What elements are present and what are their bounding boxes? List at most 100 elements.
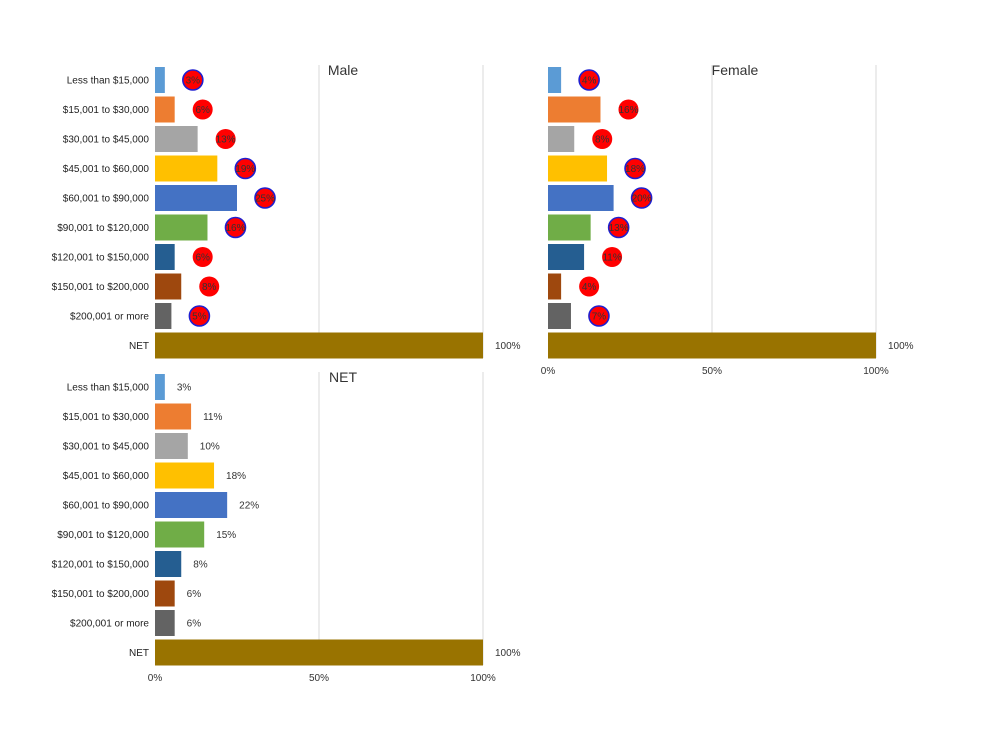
marker-200-001-or-more bbox=[588, 305, 610, 327]
value-label-200-001-or-more: 6% bbox=[187, 619, 202, 630]
bar-less-than-15-000 bbox=[155, 374, 165, 400]
bar-45-001-to-60-000 bbox=[155, 462, 215, 489]
value-label-200-001-or-more: 7% bbox=[592, 312, 607, 323]
value-label-less-than-15-000: 3% bbox=[186, 76, 201, 87]
category-label-90-001-to-120-000: $90,001 to $120,000 bbox=[57, 530, 149, 541]
chart-title: Female bbox=[712, 62, 759, 78]
category-label-15-001-to-30-000: $15,001 to $30,000 bbox=[63, 412, 150, 423]
bar-net bbox=[548, 332, 876, 359]
category-label-45-001-to-60-000: $45,001 to $60,000 bbox=[63, 471, 150, 482]
category-label-150-001-to-200-000: $150,001 to $200,000 bbox=[52, 589, 150, 600]
bar-90-001-to-120-000 bbox=[155, 214, 208, 241]
x-tick-label: 50% bbox=[702, 366, 722, 377]
bar-net bbox=[155, 332, 483, 359]
category-label-60-001-to-90-000: $60,001 to $90,000 bbox=[63, 501, 150, 512]
x-tick-label: 0% bbox=[148, 673, 163, 684]
marker-30-001-to-45-000 bbox=[592, 129, 613, 149]
marker-200-001-or-more bbox=[188, 305, 211, 327]
value-label-90-001-to-120-000: 16% bbox=[225, 223, 245, 234]
value-label-60-001-to-90-000: 25% bbox=[255, 194, 275, 205]
marker-120-001-to-150-000 bbox=[192, 247, 213, 267]
category-label-net: NET bbox=[129, 341, 149, 352]
value-label-120-001-to-150-000: 11% bbox=[602, 253, 621, 264]
marker-45-001-to-60-000 bbox=[234, 157, 257, 180]
category-label-120-001-to-150-000: $120,001 to $150,000 bbox=[52, 560, 150, 571]
female-chart: Female 4% 16% 8% 18% 20% 13% 11% 4% 7% 100% 0% 50% 10… bbox=[541, 62, 914, 377]
value-label-150-001-to-200-000: 8% bbox=[202, 282, 217, 293]
bar-less-than-15-000 bbox=[155, 67, 165, 93]
value-label-30-001-to-45-000: 10% bbox=[200, 442, 220, 453]
value-label-less-than-15-000: 3% bbox=[177, 383, 192, 394]
bar-150-001-to-200-000 bbox=[155, 580, 175, 607]
bar-200-001-or-more bbox=[548, 303, 571, 329]
value-label-120-001-to-150-000: 8% bbox=[193, 560, 208, 571]
marker-less-than-15-000 bbox=[578, 69, 600, 91]
value-label-net: 100% bbox=[495, 648, 521, 659]
category-label-30-001-to-45-000: $30,001 to $45,000 bbox=[63, 442, 150, 453]
x-tick-label: 50% bbox=[309, 673, 329, 684]
bar-less-than-15-000 bbox=[548, 67, 562, 93]
marker-90-001-to-120-000 bbox=[224, 216, 247, 239]
bar-150-001-to-200-000 bbox=[548, 273, 562, 300]
category-label-30-001-to-45-000: $30,001 to $45,000 bbox=[63, 135, 150, 146]
x-tick-label: 0% bbox=[541, 366, 556, 377]
bar-200-001-or-more bbox=[155, 610, 175, 636]
marker-60-001-to-90-000 bbox=[630, 187, 653, 209]
bar-150-001-to-200-000 bbox=[155, 273, 182, 300]
category-label-90-001-to-120-000: $90,001 to $120,000 bbox=[57, 223, 149, 234]
value-label-net: 100% bbox=[495, 341, 521, 352]
value-label-less-than-15-000: 4% bbox=[582, 76, 597, 87]
bar-60-001-to-90-000 bbox=[155, 492, 228, 518]
value-label-45-001-to-60-000: 18% bbox=[226, 471, 246, 482]
value-label-15-001-to-30-000: 11% bbox=[203, 412, 222, 423]
value-label-15-001-to-30-000: 16% bbox=[618, 105, 638, 116]
value-label-150-001-to-200-000: 4% bbox=[582, 282, 597, 293]
bar-30-001-to-45-000 bbox=[155, 126, 198, 152]
value-label-45-001-to-60-000: 18% bbox=[625, 164, 645, 175]
category-label-60-001-to-90-000: $60,001 to $90,000 bbox=[63, 194, 150, 205]
bar-30-001-to-45-000 bbox=[155, 433, 188, 459]
bar-15-001-to-30-000 bbox=[155, 96, 175, 123]
bar-45-001-to-60-000 bbox=[155, 155, 218, 182]
category-label-net: NET bbox=[129, 648, 149, 659]
chart-title: Male bbox=[328, 62, 359, 78]
marker-60-001-to-90-000 bbox=[254, 187, 276, 209]
marker-90-001-to-120-000 bbox=[607, 216, 630, 239]
value-label-150-001-to-200-000: 6% bbox=[187, 589, 202, 600]
value-label-net: 100% bbox=[888, 341, 914, 352]
bar-30-001-to-45-000 bbox=[548, 126, 575, 152]
bar-15-001-to-30-000 bbox=[548, 96, 601, 123]
value-label-60-001-to-90-000: 20% bbox=[632, 194, 652, 205]
category-label-150-001-to-200-000: $150,001 to $200,000 bbox=[52, 282, 150, 293]
bar-net bbox=[155, 639, 483, 666]
bar-90-001-to-120-000 bbox=[548, 214, 591, 241]
value-label-120-001-to-150-000: 6% bbox=[195, 253, 210, 264]
marker-30-001-to-45-000 bbox=[215, 129, 236, 149]
marker-150-001-to-200-000 bbox=[199, 276, 220, 297]
category-label-200-001-or-more: $200,001 or more bbox=[70, 312, 149, 323]
bar-120-001-to-150-000 bbox=[548, 244, 585, 270]
net-chart: NET Less than $15,000 3% $15,001 to $30,000… bbox=[52, 369, 521, 684]
bar-90-001-to-120-000 bbox=[155, 521, 205, 548]
value-label-30-001-to-45-000: 13% bbox=[216, 135, 236, 146]
category-label-200-001-or-more: $200,001 or more bbox=[70, 619, 149, 630]
category-label-15-001-to-30-000: $15,001 to $30,000 bbox=[63, 105, 150, 116]
category-label-120-001-to-150-000: $120,001 to $150,000 bbox=[52, 253, 150, 264]
value-label-200-001-or-more: 5% bbox=[192, 312, 207, 323]
value-label-15-001-to-30-000: 6% bbox=[195, 105, 210, 116]
category-label-45-001-to-60-000: $45,001 to $60,000 bbox=[63, 164, 150, 175]
category-label-less-than-15-000: Less than $15,000 bbox=[67, 76, 150, 87]
x-tick-label: 100% bbox=[863, 366, 889, 377]
bar-60-001-to-90-000 bbox=[155, 185, 237, 211]
bar-45-001-to-60-000 bbox=[548, 155, 608, 182]
bar-60-001-to-90-000 bbox=[548, 185, 614, 211]
marker-15-001-to-30-000 bbox=[618, 99, 639, 120]
marker-45-001-to-60-000 bbox=[624, 157, 646, 180]
bar-15-001-to-30-000 bbox=[155, 403, 192, 430]
category-label-less-than-15-000: Less than $15,000 bbox=[67, 383, 150, 394]
value-label-30-001-to-45-000: 8% bbox=[595, 135, 610, 146]
bar-120-001-to-150-000 bbox=[155, 244, 175, 270]
x-tick-label: 100% bbox=[470, 673, 496, 684]
value-label-90-001-to-120-000: 13% bbox=[609, 223, 629, 234]
